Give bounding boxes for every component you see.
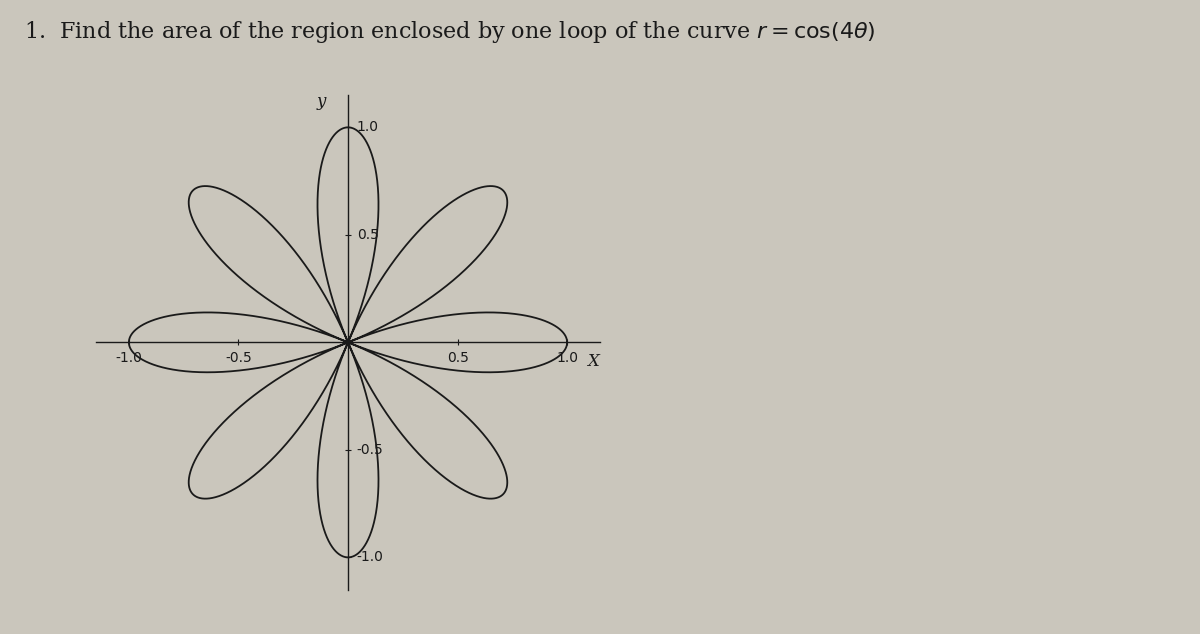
Text: -1.0: -1.0 xyxy=(115,351,143,365)
Text: 0.5: 0.5 xyxy=(446,351,468,365)
Text: y: y xyxy=(317,93,326,110)
Text: -0.5: -0.5 xyxy=(356,443,384,457)
Text: -0.5: -0.5 xyxy=(226,351,252,365)
Text: 1.0: 1.0 xyxy=(356,120,379,134)
Text: 1.0: 1.0 xyxy=(556,351,578,365)
Text: 0.5: 0.5 xyxy=(356,228,379,242)
Text: 1.  Find the area of the region enclosed by one loop of the curve $r = \cos(4\th: 1. Find the area of the region enclosed … xyxy=(24,19,876,45)
Text: X: X xyxy=(588,353,599,370)
Text: -1.0: -1.0 xyxy=(356,550,384,564)
